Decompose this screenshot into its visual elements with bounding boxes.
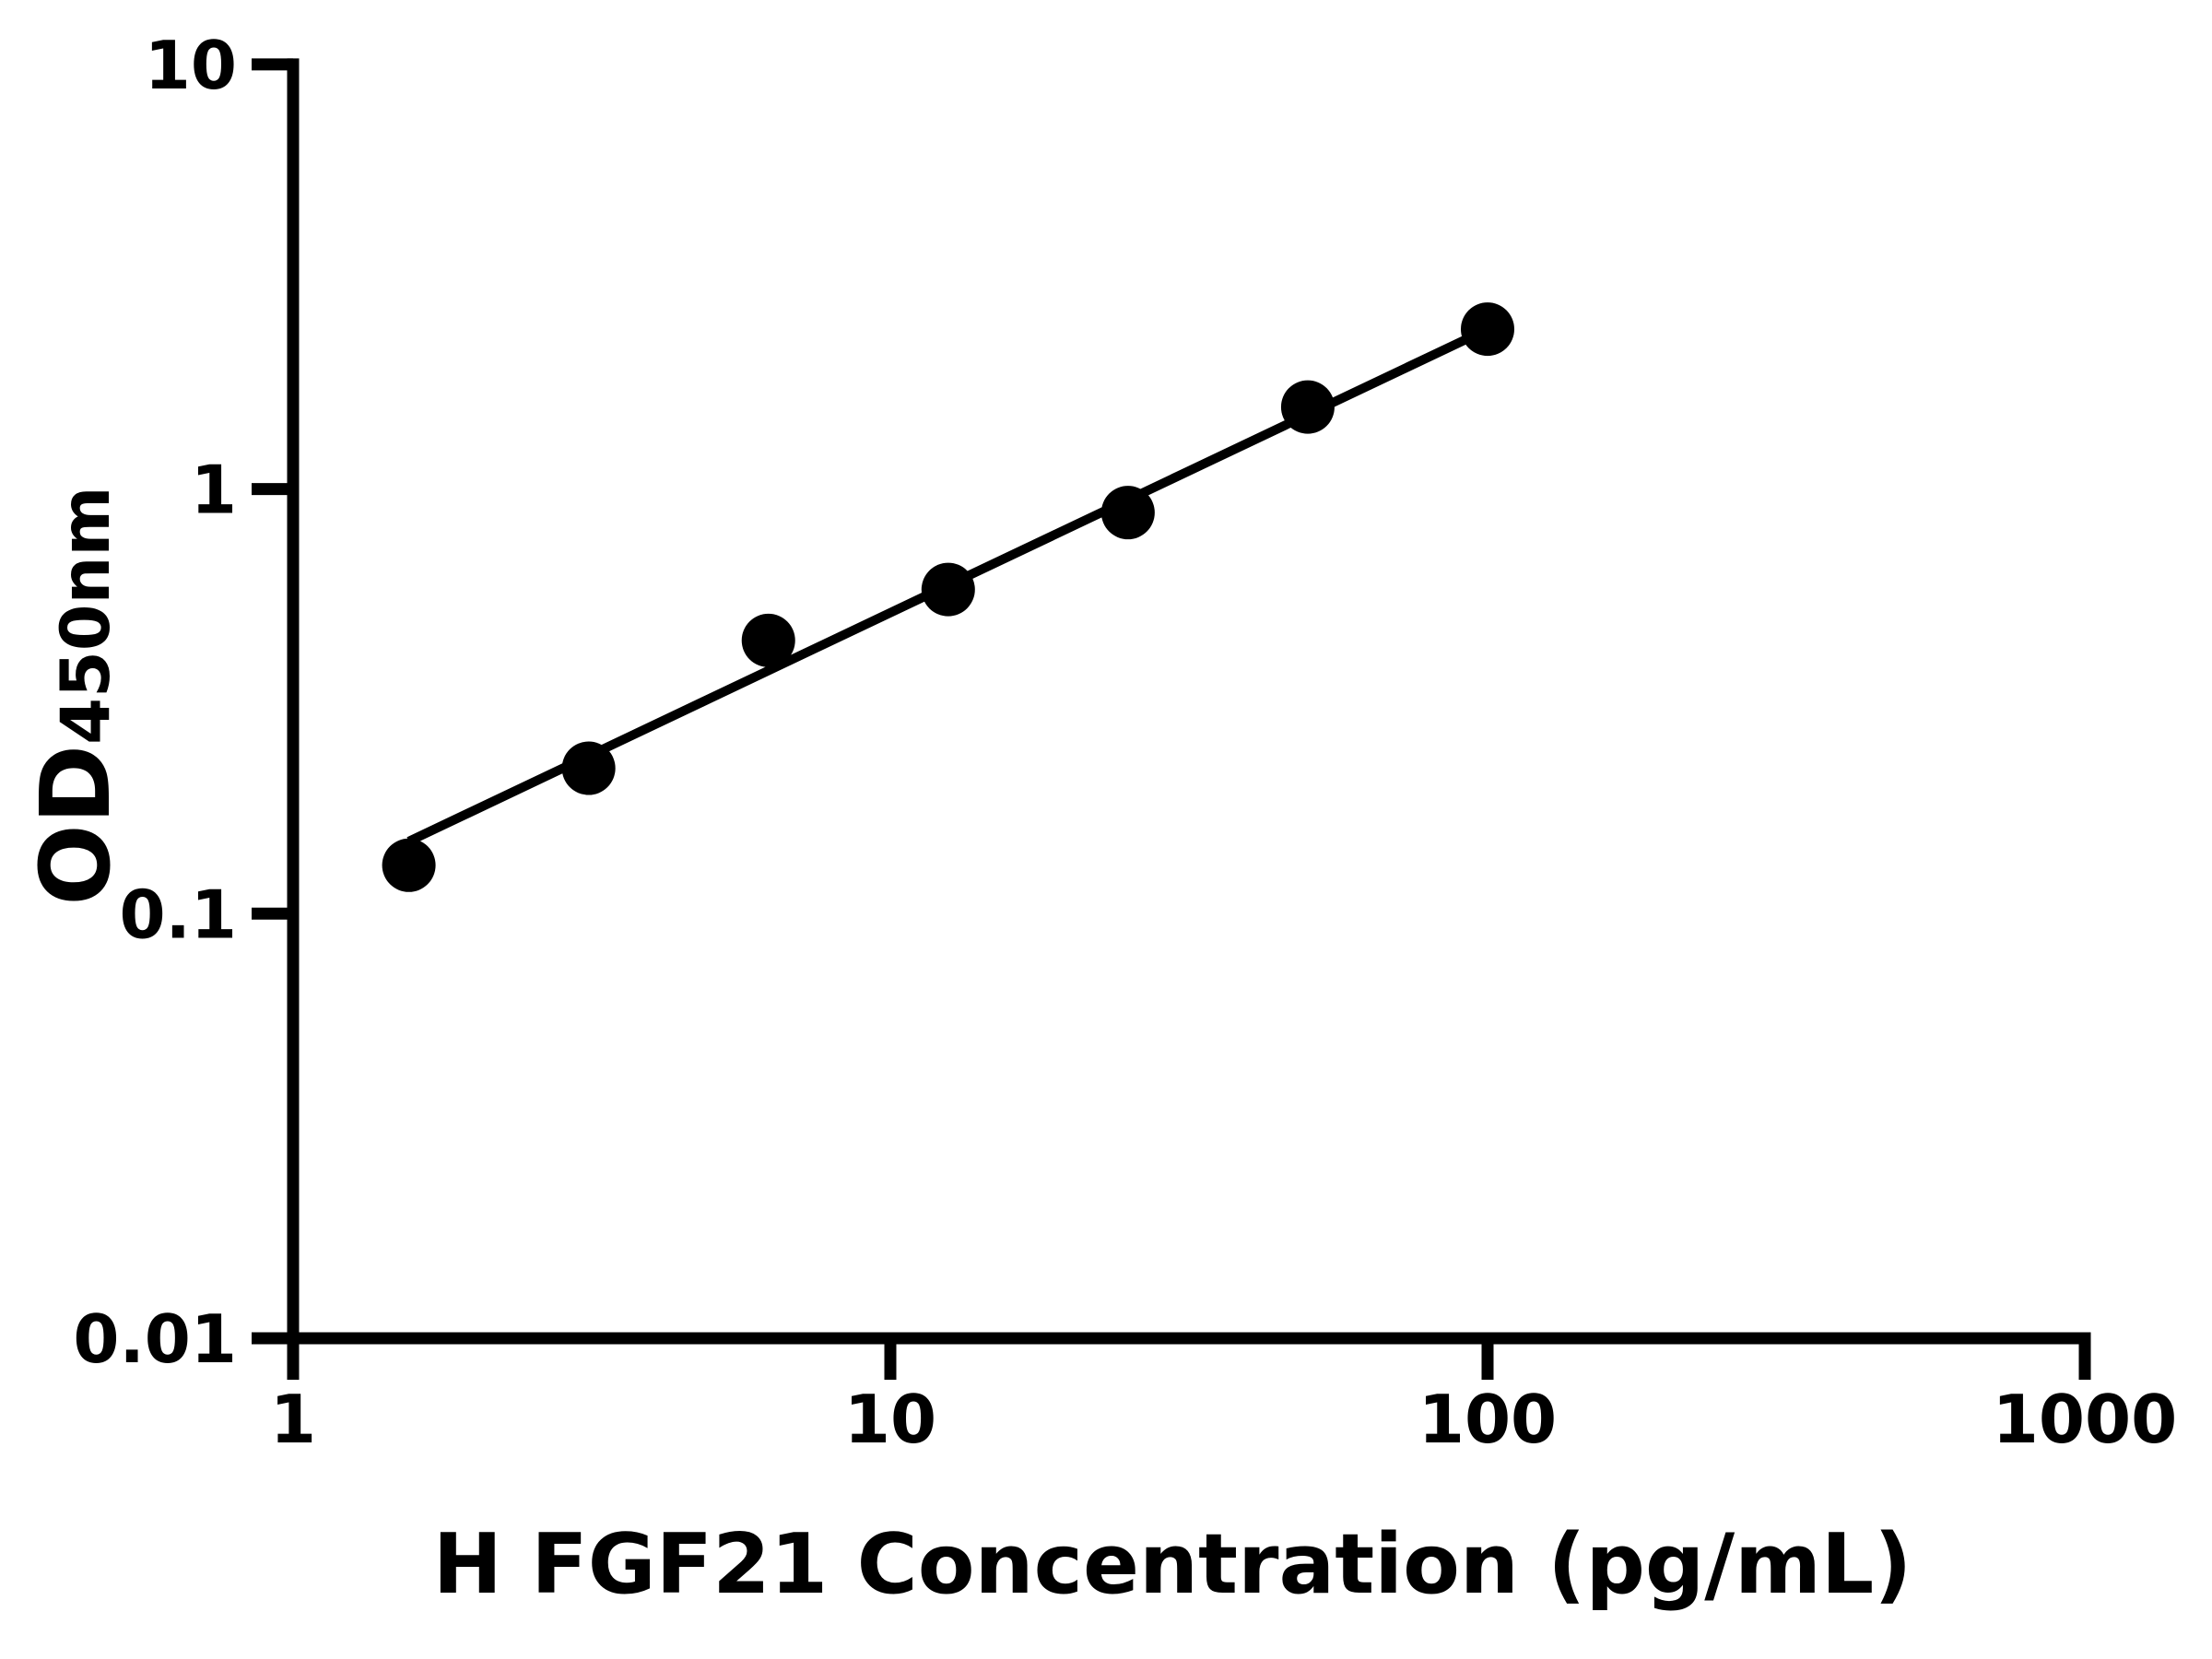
y-axis-title-sub: 450nm: [47, 486, 125, 744]
data-point: [561, 741, 616, 795]
data-points-group: [382, 302, 1514, 892]
data-point: [382, 838, 436, 892]
x-axis-title: H FGF21 Concentration (pg/mL): [433, 1516, 1912, 1613]
y-tick-label: 1: [191, 452, 237, 529]
ticks-group: [252, 58, 2091, 1380]
x-tick-label: 100: [1418, 1381, 1557, 1458]
x-tick-label: 10: [844, 1381, 936, 1458]
y-axis-title: OD450nm: [19, 486, 132, 905]
axes-group: [287, 58, 2091, 1345]
y-tick-label: 0.1: [119, 876, 237, 953]
tick-labels-group: 0.01 0.1 1 10 1 10 100 1000: [73, 27, 2177, 1458]
y-tick-label: 0.01: [73, 1300, 237, 1378]
y-axis-title-main: OD: [19, 745, 132, 906]
data-point: [1280, 380, 1335, 434]
data-point: [1100, 486, 1155, 540]
y-tick-label: 10: [145, 27, 237, 104]
data-point: [921, 562, 975, 617]
data-point: [1461, 302, 1514, 357]
x-tick-label: 1000: [1993, 1381, 2177, 1458]
data-point: [741, 613, 795, 667]
x-tick-label: 1: [270, 1381, 316, 1458]
